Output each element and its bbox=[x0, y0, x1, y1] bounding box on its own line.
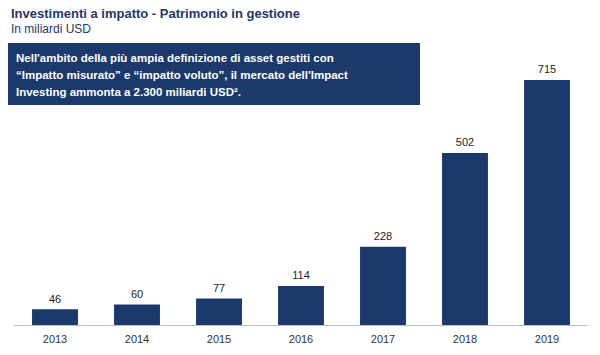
svg-text:228: 228 bbox=[374, 230, 392, 242]
svg-text:2018: 2018 bbox=[453, 333, 477, 345]
svg-text:2013: 2013 bbox=[43, 333, 67, 345]
svg-text:Investimenti a impatto - Patri: Investimenti a impatto - Patrimonio in g… bbox=[11, 6, 300, 21]
svg-text:114: 114 bbox=[292, 269, 310, 281]
svg-text:2019: 2019 bbox=[535, 333, 559, 345]
svg-text:77: 77 bbox=[213, 282, 225, 294]
svg-text:Investing ammonta a 2.300 mili: Investing ammonta a 2.300 miliardi USD². bbox=[16, 86, 241, 98]
svg-text:715: 715 bbox=[538, 63, 556, 75]
svg-text:2015: 2015 bbox=[207, 333, 231, 345]
svg-text:502: 502 bbox=[456, 136, 474, 148]
svg-text:2016: 2016 bbox=[289, 333, 313, 345]
svg-text:46: 46 bbox=[49, 293, 61, 305]
svg-text:60: 60 bbox=[131, 288, 143, 300]
svg-text:“Impatto misurato” e “impatto: “Impatto misurato” e “impatto voluto”, i… bbox=[16, 69, 348, 81]
svg-text:Nell'ambito della più ampia de: Nell'ambito della più ampia definizione … bbox=[16, 52, 334, 64]
svg-text:2014: 2014 bbox=[125, 333, 149, 345]
svg-text:2017: 2017 bbox=[371, 333, 395, 345]
svg-text:In miliardi USD: In miliardi USD bbox=[11, 22, 91, 36]
